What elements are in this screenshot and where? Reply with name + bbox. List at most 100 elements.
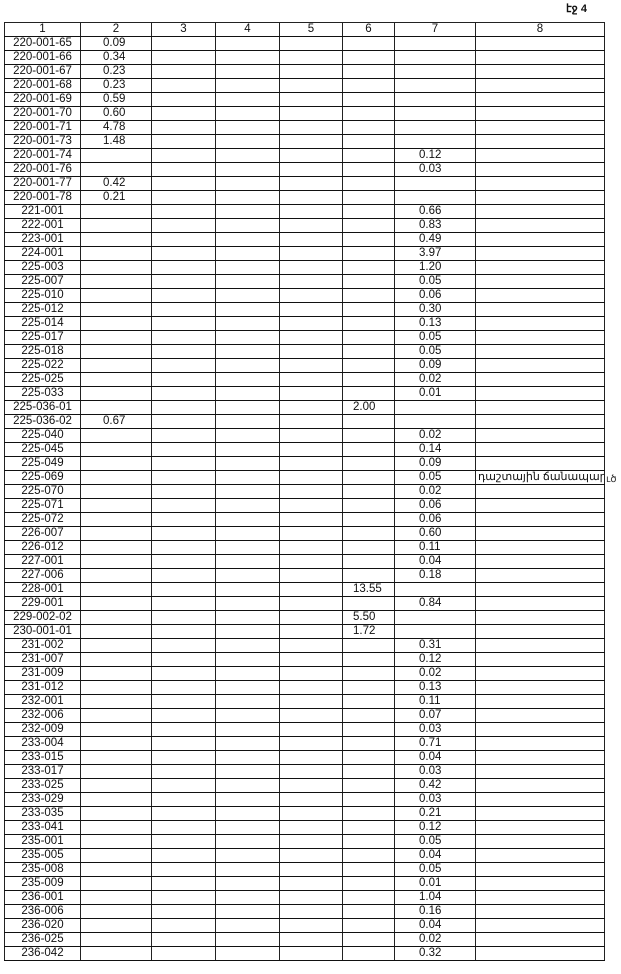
value-cell-col-4 [215,148,280,163]
table-row: 220-001-69 0.59 [4,92,605,107]
value-cell-col-2 [80,904,152,919]
value-cell-col-8 [475,106,605,121]
value-cell-col-7: 1.20 [394,260,476,275]
value-cell-col-3 [151,806,216,821]
value-cell-col-6 [342,162,395,177]
value-cell-col-4 [215,708,280,723]
value-cell-col-5 [279,806,343,821]
parcel-code-cell: 236-025 [4,932,81,947]
value-cell-col-2 [80,652,152,667]
value-cell-col-3 [151,694,216,709]
value-cell-col-5 [279,470,343,485]
value-cell-col-4 [215,106,280,121]
value-cell-col-2 [80,526,152,541]
value-cell-col-7: 0.03 [394,792,476,807]
value-cell-col-6 [342,302,395,317]
value-cell-col-3 [151,652,216,667]
value-cell-col-3 [151,218,216,233]
value-cell-col-3 [151,820,216,835]
header-row: 1 2 3 4 5 6 7 8 [4,22,605,37]
parcel-code-cell: 231-002 [4,638,81,653]
table-row: 227-006 0.18 [4,568,605,583]
value-cell-col-6 [342,876,395,891]
value-cell-col-7: 0.05 [394,862,476,877]
parcel-code-cell: 233-004 [4,736,81,751]
value-cell-col-3 [151,162,216,177]
value-cell-col-5 [279,316,343,331]
value-cell-col-5 [279,92,343,107]
value-cell-col-3 [151,288,216,303]
value-cell-col-7: 0.04 [394,750,476,765]
table-row: 228-001 13.55 [4,582,605,597]
value-cell-col-5 [279,624,343,639]
value-cell-col-5 [279,414,343,429]
table-row: 225-010 0.06 [4,288,605,303]
value-cell-col-3 [151,526,216,541]
value-cell-col-7 [394,190,476,205]
table-row: 225-036-01 2.00 [4,400,605,415]
table-row: 225-012 0.30 [4,302,605,317]
value-cell-col-4 [215,64,280,79]
value-cell-col-6 [342,50,395,65]
parcel-code-cell: 220-001-67 [4,64,81,79]
value-cell-col-3 [151,610,216,625]
value-cell-col-6 [342,134,395,149]
value-cell-col-3 [151,862,216,877]
value-cell-col-6 [342,596,395,611]
value-cell-col-8 [475,610,605,625]
value-cell-col-7: 0.84 [394,596,476,611]
table-row: 233-025 0.42 [4,778,605,793]
table-row: 231-009 0.02 [4,666,605,681]
value-cell-col-8 [475,624,605,639]
value-cell-col-2 [80,792,152,807]
value-cell-col-5 [279,876,343,891]
value-cell-col-2: 0.09 [80,36,152,51]
value-cell-col-2 [80,918,152,933]
value-cell-col-6 [342,806,395,821]
table-row: 229-001 0.84 [4,596,605,611]
table-row: 224-001 3.97 [4,246,605,261]
parcel-code-cell: 236-006 [4,904,81,919]
value-cell-col-2 [80,442,152,457]
value-cell-col-4 [215,498,280,513]
table-row: 227-001 0.04 [4,554,605,569]
value-cell-col-5 [279,428,343,443]
value-cell-col-2 [80,736,152,751]
value-cell-col-6 [342,190,395,205]
table-row: 223-001 0.49 [4,232,605,247]
value-cell-col-5 [279,568,343,583]
value-cell-col-8 [475,750,605,765]
value-cell-col-7: 0.83 [394,218,476,233]
value-cell-col-4 [215,414,280,429]
value-cell-col-7: 0.11 [394,694,476,709]
value-cell-col-6 [342,750,395,765]
value-cell-col-4 [215,904,280,919]
value-cell-col-5 [279,358,343,373]
value-cell-col-7: 0.60 [394,526,476,541]
value-cell-col-7: 0.04 [394,554,476,569]
table-row: 235-001 0.05 [4,834,605,849]
value-cell-col-5 [279,554,343,569]
value-cell-col-2 [80,680,152,695]
parcel-code-cell: 231-007 [4,652,81,667]
value-cell-col-4 [215,834,280,849]
value-cell-col-2 [80,582,152,597]
value-cell-col-2 [80,932,152,947]
table-body: 220-001-65 0.09 220-001-66 0.34 220-001-67 0.… [4,36,605,961]
parcel-code-cell: 232-001 [4,694,81,709]
value-cell-col-7: 0.04 [394,848,476,863]
table-row: 225-017 0.05 [4,330,605,345]
value-cell-col-4 [215,694,280,709]
value-cell-col-8 [475,428,605,443]
parcel-code-cell: 235-005 [4,848,81,863]
value-cell-col-8 [475,652,605,667]
value-cell-col-3 [151,834,216,849]
value-cell-col-8 [475,946,605,961]
value-cell-col-6 [342,694,395,709]
value-cell-col-3 [151,918,216,933]
value-cell-col-2 [80,372,152,387]
parcel-code-cell: 225-003 [4,260,81,275]
value-cell-col-6 [342,764,395,779]
page-number-label: էջ 4 [566,3,587,15]
value-cell-col-2: 0.34 [80,50,152,65]
